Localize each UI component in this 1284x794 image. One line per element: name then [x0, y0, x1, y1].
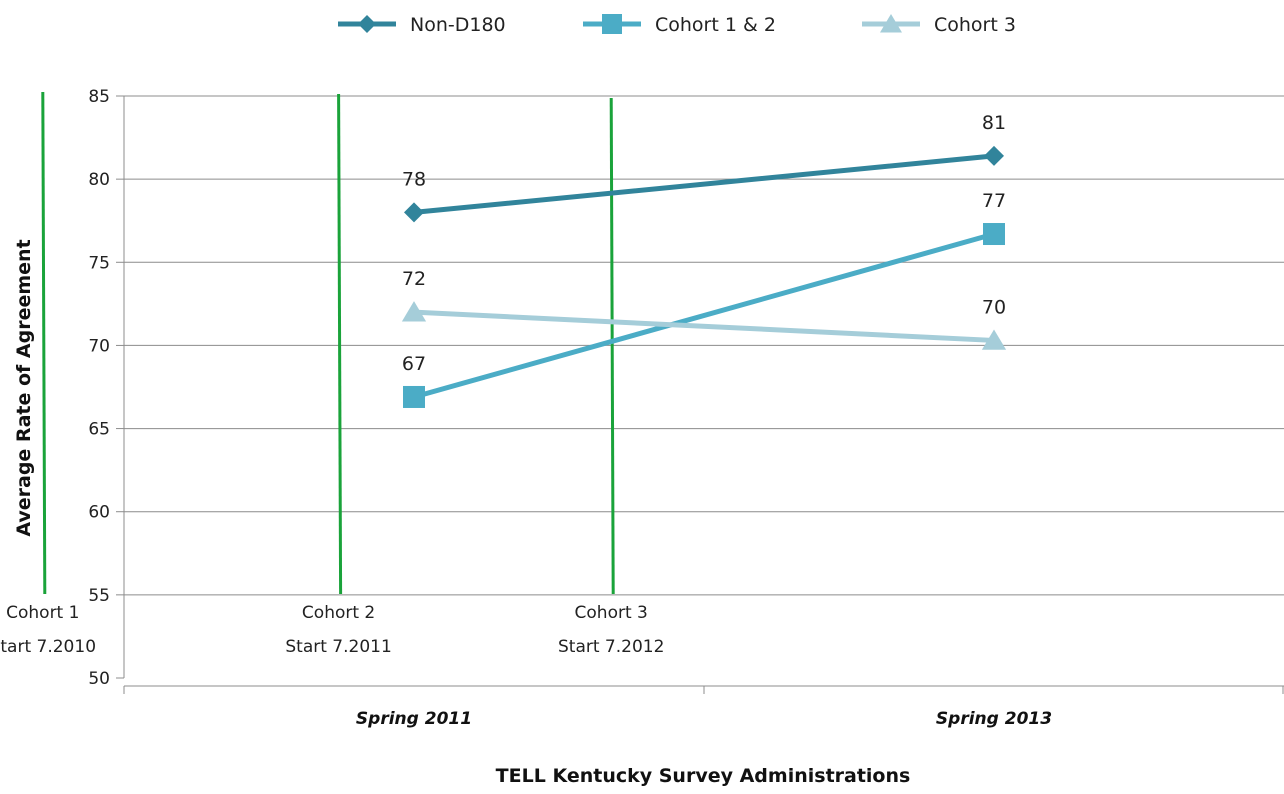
legend-marker-non-d180: [358, 15, 376, 33]
legend-label: Cohort 1 & 2: [655, 14, 776, 36]
series-line-cohort-3: [411, 309, 997, 343]
cohort-start-label: Cohort 1: [6, 603, 79, 623]
data-label-cohort-3: 70: [982, 296, 1006, 318]
legend-item-non-d180: Non-D180: [338, 14, 506, 36]
axes: 50 55 60 65 70 75 80 85 Spring 2011 Spring 2013: [88, 87, 1284, 729]
x-tick-label: Spring 2011: [356, 709, 472, 729]
data-label-non-d180: 78: [402, 168, 426, 190]
data-label-cohort-3: 72: [402, 268, 426, 290]
y-tick-label: 60: [88, 503, 110, 523]
y-tick-label: 80: [88, 170, 110, 190]
series-line-cohort-1-2: [411, 231, 997, 400]
data-point-cohort-3: [401, 301, 427, 322]
cohort-start-date: Start 7.2011: [285, 637, 391, 657]
gridlines: [124, 95, 1284, 596]
legend-label: Cohort 3: [934, 14, 1016, 36]
y-tick-label: 85: [88, 87, 110, 107]
y-axis-title: Average Rate of Agreement: [13, 239, 35, 536]
data-point-cohort-1-2: [403, 385, 425, 408]
y-tick-label: 50: [88, 669, 110, 689]
y-tick-label: 70: [88, 336, 110, 356]
data-point-cohort-1-2: [983, 223, 1005, 246]
data-label-cohort-1-2: 77: [982, 190, 1006, 212]
data-point-non-d180: [984, 145, 1004, 166]
legend-item-cohort-3: Cohort 3: [862, 14, 1016, 36]
series-group: [401, 145, 1007, 408]
data-label-cohort-1-2: 67: [402, 353, 426, 375]
cohort-start-line: [609, 97, 615, 595]
x-tick-label: Spring 2013: [936, 709, 1052, 729]
cohort-start-label: Cohort 2: [302, 603, 375, 623]
legend: Non-D180 Cohort 1 & 2 Cohort 3: [338, 14, 1016, 36]
x-axis-title: TELL Kentucky Survey Administrations: [496, 765, 911, 787]
cohort-annotations: Cohort 1 Start 7.2010 Cohort 2 Start 7.2011…: [0, 91, 664, 657]
cohort-start-date: Start 7.2010: [0, 637, 96, 657]
cohort-start-line: [41, 91, 47, 595]
data-point-cohort-3: [981, 329, 1007, 350]
data-point-non-d180: [404, 202, 424, 223]
legend-marker-cohort-1-2: [602, 14, 622, 34]
y-tick-label: 75: [88, 253, 110, 273]
data-label-non-d180: 81: [982, 112, 1006, 134]
cohort-start-date: Start 7.2012: [558, 637, 664, 657]
y-tick-label: 65: [88, 420, 110, 440]
y-tick-label: 55: [88, 586, 110, 606]
series-line-non-d180: [411, 153, 997, 215]
legend-label: Non-D180: [410, 14, 506, 36]
legend-item-cohort-1-2: Cohort 1 & 2: [583, 14, 776, 36]
cohort-start-line: [337, 93, 343, 595]
cohort-start-label: Cohort 3: [575, 603, 648, 623]
legend-marker-cohort-3: [880, 14, 902, 33]
data-labels: 78 81 67 77 72 70: [402, 112, 1006, 375]
